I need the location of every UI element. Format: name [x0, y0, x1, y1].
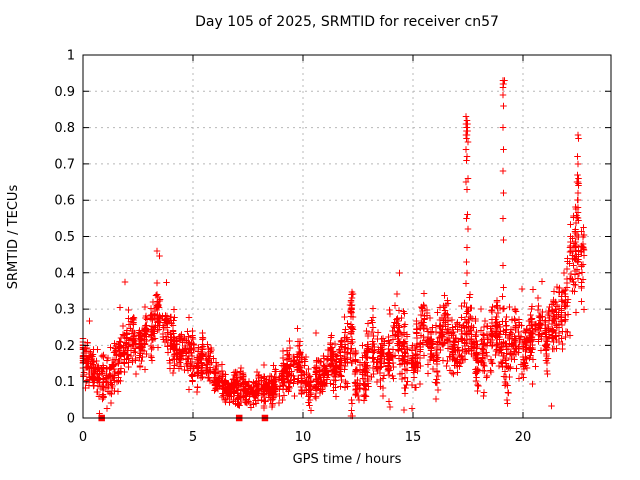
data-points	[79, 77, 588, 422]
y-tick-label: 0.4	[54, 266, 75, 281]
chart-title: Day 105 of 2025, SRMTID for receiver cn5…	[195, 14, 499, 30]
plot-frame	[82, 54, 612, 419]
y-tick-label: 1	[67, 49, 75, 64]
y-tick-label: 0.2	[54, 339, 75, 354]
y-tick-label: 0.1	[54, 375, 75, 390]
y-tick-label: 0.7	[54, 157, 75, 172]
x-axis-label: GPS time / hours	[292, 452, 402, 467]
x-tick-label: 15	[405, 430, 422, 445]
y-tick-label: 0.6	[54, 194, 75, 209]
x-tick-label: 0	[79, 430, 87, 445]
y-tick-label: 0.3	[54, 303, 75, 318]
x-tick-label: 5	[189, 430, 197, 445]
y-tick-label: 0.9	[54, 85, 75, 100]
y-tick-label: 0	[67, 412, 75, 427]
x-tick-label: 20	[515, 430, 532, 445]
axis-ticks	[82, 54, 611, 419]
y-tick-label: 0.5	[54, 230, 75, 245]
tick-labels: 0 5 10 15 20 0 0.1 0.2 0.3 0.4 0.5 0.6 0.7 0.8 0.9 1	[54, 49, 531, 446]
scatter-crosses	[79, 77, 588, 420]
x-tick-label: 10	[295, 430, 312, 445]
y-tick-label: 0.8	[54, 121, 75, 136]
